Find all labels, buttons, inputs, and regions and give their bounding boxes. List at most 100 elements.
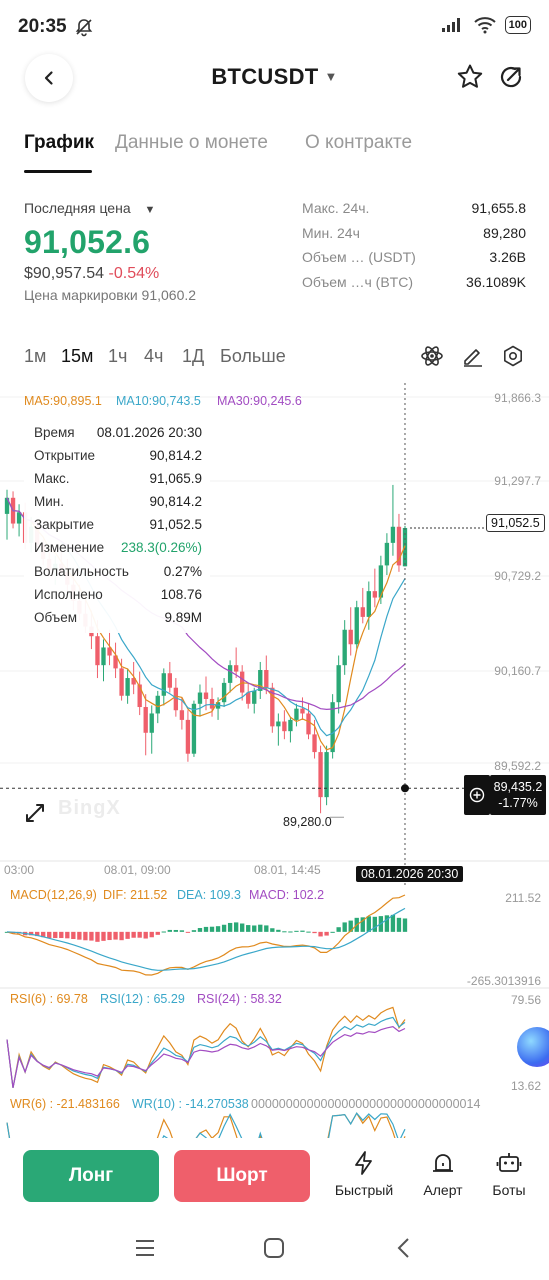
- star-icon[interactable]: [455, 62, 485, 92]
- assistant-bubble[interactable]: [517, 1027, 549, 1067]
- indicators-icon[interactable]: [420, 344, 444, 368]
- home-icon[interactable]: [262, 1236, 286, 1260]
- macd-histogram-bar: [131, 931, 136, 938]
- macd-histogram-bar: [264, 925, 269, 932]
- macd-histogram-bar: [396, 917, 402, 932]
- price-summary: Последняя цена ▼ 91,052.6 $90,957.54 -0.…: [24, 200, 196, 303]
- candle-body: [318, 752, 323, 798]
- candle-body: [167, 673, 172, 688]
- chevron-left-icon: [44, 71, 53, 85]
- interval-more[interactable]: Больше: [220, 346, 286, 366]
- macd-histogram-bar: [221, 924, 227, 932]
- interval-15m[interactable]: 15м: [61, 346, 94, 366]
- long-button[interactable]: Лонг: [23, 1150, 159, 1202]
- alert-button[interactable]: Алерт: [408, 1150, 478, 1198]
- macd-histogram-bar: [149, 931, 154, 938]
- draw-pencil-icon[interactable]: [461, 344, 485, 368]
- macd-histogram-bar: [312, 931, 317, 934]
- interval-1d[interactable]: 1Д: [182, 346, 205, 366]
- rsi24-line: [6, 1026, 406, 1088]
- macd-histogram-bar: [119, 931, 124, 941]
- candle-body: [143, 707, 148, 733]
- interval-bar: 1м 15м 1ч 4ч 1Д Больше: [0, 340, 549, 372]
- candle-body: [233, 665, 239, 672]
- macd-histogram-bar: [209, 926, 215, 932]
- macd-histogram-bar: [258, 924, 263, 932]
- macd-dif: DIF: 211.52: [103, 888, 168, 902]
- short-button[interactable]: Шорт: [174, 1150, 310, 1202]
- macd-histogram-bar: [161, 931, 166, 933]
- candle-body: [294, 708, 299, 720]
- macd-histogram-bar: [65, 931, 70, 939]
- share-icon[interactable]: [496, 62, 526, 92]
- interval-1h[interactable]: 1ч: [108, 346, 128, 366]
- candle-body: [16, 512, 22, 524]
- last-price-label[interactable]: Последняя цена ▼: [24, 200, 156, 216]
- back-button[interactable]: [25, 54, 73, 102]
- tooltip-row: Закрытие 91,052.5: [34, 517, 202, 533]
- candle-body: [324, 752, 329, 798]
- mark-price: 91,060.2: [141, 287, 197, 303]
- tab-coin-data[interactable]: Данные о монете: [115, 132, 268, 153]
- candle-body: [119, 668, 124, 696]
- macd-histogram-bar: [348, 920, 353, 932]
- candle-body: [288, 719, 293, 732]
- macd-histogram-bar: [366, 916, 371, 932]
- interval-4h[interactable]: 4ч: [144, 346, 164, 366]
- y-axis-label: 90,729.2: [494, 569, 541, 583]
- macd-histogram-bar: [282, 931, 287, 933]
- macd-histogram-bar: [203, 926, 209, 932]
- rsi12-legend: RSI(12) : 65.29: [100, 992, 185, 1006]
- macd-histogram-bar: [185, 931, 191, 933]
- wr10-line: [6, 1112, 406, 1143]
- macd-histogram-bar: [252, 925, 257, 932]
- candle-body: [384, 542, 390, 566]
- candle-body: [246, 692, 251, 704]
- symbol-selector[interactable]: BTCUSDT ▼: [0, 64, 549, 90]
- status-bar: 20:35 100: [0, 0, 549, 54]
- usd-price-line: $90,957.54 -0.54%: [24, 265, 196, 283]
- macd-histogram-bar: [53, 931, 58, 939]
- caret-down-icon: ▼: [324, 69, 338, 84]
- macd-histogram-bar: [71, 931, 76, 939]
- tab-chart[interactable]: График: [24, 132, 95, 153]
- fullscreen-icon[interactable]: [24, 802, 46, 824]
- bots-button[interactable]: Боты: [474, 1150, 544, 1198]
- candle-body: [348, 629, 353, 645]
- candle-body: [336, 665, 341, 703]
- macd-histogram-bar: [246, 925, 251, 932]
- macd-histogram-bar: [402, 918, 408, 932]
- macd-histogram-bar: [179, 930, 185, 932]
- macd-histogram-bar: [47, 931, 52, 939]
- macd-histogram-bar: [360, 917, 365, 932]
- add-order-button[interactable]: [464, 775, 490, 815]
- candle-body: [197, 692, 203, 704]
- candle-body: [258, 670, 263, 691]
- macd-histogram-bar: [155, 931, 160, 935]
- settings-icon[interactable]: [501, 344, 525, 368]
- macd-histogram-bar: [77, 931, 82, 940]
- candle-body: [342, 629, 347, 666]
- macd-histogram-bar: [342, 922, 347, 932]
- recent-apps-icon[interactable]: [133, 1236, 157, 1260]
- y-axis-label: 91,297.7: [494, 474, 541, 488]
- x-axis-label: 08.01, 14:45: [254, 863, 321, 877]
- macd-histogram-bar: [59, 931, 64, 939]
- macd-histogram-bar: [372, 916, 378, 932]
- main-tabs: График Данные о монете О контракте: [0, 118, 549, 173]
- ma30-legend: MA30:90,245.6: [217, 394, 302, 408]
- stat-volume-btc: Объем …ч (BTC) 36.1089K: [302, 273, 526, 290]
- interval-1m[interactable]: 1м: [24, 346, 47, 366]
- usd-price: $90,957.54: [24, 265, 105, 282]
- candle-body: [95, 636, 100, 666]
- tab-contract[interactable]: О контракте: [305, 132, 413, 153]
- candle-body: [149, 713, 154, 733]
- stat-volume-usdt: Объем … (USDT) 3.26B: [302, 249, 526, 265]
- ma5-legend: MA5:90,895.1: [24, 394, 102, 408]
- candle-body: [366, 591, 371, 617]
- quick-trade-button[interactable]: Быстрый: [329, 1150, 399, 1198]
- candle-body: [264, 670, 269, 688]
- back-nav-icon[interactable]: [392, 1236, 416, 1260]
- status-time: 20:35: [18, 16, 67, 37]
- top-nav: BTCUSDT ▼: [0, 52, 549, 104]
